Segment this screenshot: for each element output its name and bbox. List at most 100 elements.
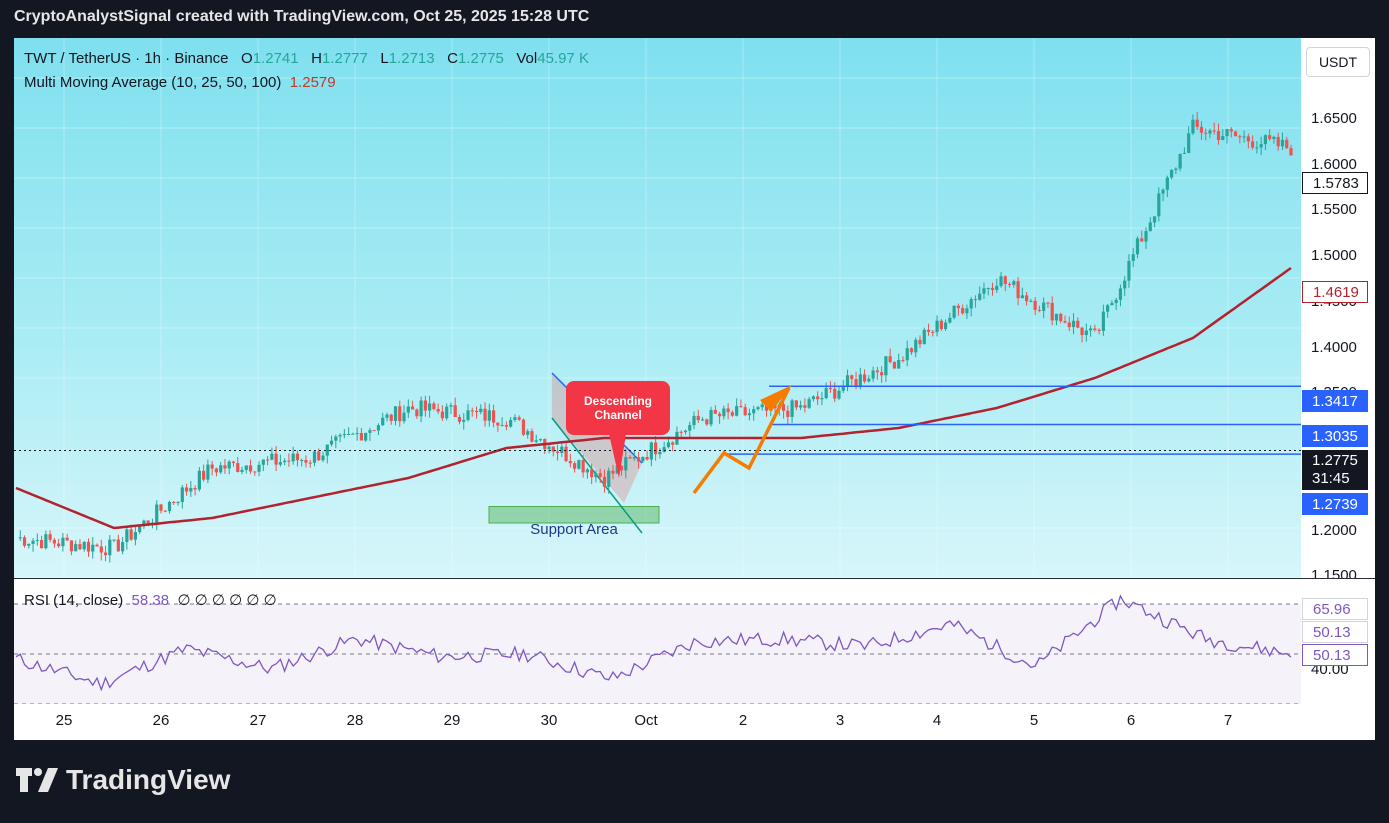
candle-body bbox=[538, 439, 543, 441]
candle-body bbox=[850, 375, 854, 380]
candle-body bbox=[1182, 152, 1186, 154]
candle-body bbox=[108, 539, 112, 556]
candle-body bbox=[717, 413, 722, 417]
candle-body bbox=[875, 370, 879, 373]
candle-body bbox=[1135, 238, 1140, 255]
support-area bbox=[488, 506, 660, 524]
candle-body bbox=[1003, 276, 1007, 285]
candle-body bbox=[654, 442, 658, 455]
candle-body bbox=[1110, 303, 1114, 306]
ma-legend[interactable]: Multi Moving Average (10, 25, 50, 100) 1… bbox=[24, 74, 336, 91]
candle-body bbox=[227, 461, 231, 469]
candle-body bbox=[764, 404, 769, 411]
candle-body bbox=[619, 465, 624, 471]
symbol-title[interactable]: TWT / TetherUS · 1h · Binance bbox=[24, 50, 229, 67]
candle-body bbox=[1161, 189, 1165, 194]
candle-body bbox=[321, 455, 325, 461]
callout-text: Descending bbox=[584, 394, 652, 408]
x-tick: 26 bbox=[152, 712, 170, 729]
candle-body bbox=[607, 470, 611, 487]
candle-body bbox=[364, 432, 368, 441]
rsi-extra: ∅ ∅ ∅ ∅ ∅ ∅ bbox=[177, 592, 277, 609]
candle-body bbox=[713, 409, 717, 414]
rsi-value: 58.38 bbox=[131, 592, 170, 609]
y-tick: 1.4000 bbox=[1311, 339, 1357, 356]
candle-body bbox=[419, 400, 423, 417]
candle-body bbox=[483, 408, 487, 421]
candle-body bbox=[585, 469, 590, 473]
candle-body bbox=[739, 406, 743, 408]
candle-body bbox=[862, 374, 867, 382]
candle-body bbox=[376, 425, 381, 431]
candle-body bbox=[573, 463, 577, 469]
candle-body bbox=[389, 414, 393, 421]
candle-body bbox=[880, 372, 884, 376]
candle-body bbox=[231, 461, 236, 464]
tradingview-logo[interactable]: TradingView bbox=[16, 764, 230, 796]
candle-body bbox=[1037, 309, 1042, 311]
candle-body bbox=[931, 331, 935, 333]
moving-average-line bbox=[15, 266, 1292, 530]
candle-body bbox=[304, 459, 308, 463]
pane-separator[interactable] bbox=[14, 578, 1375, 579]
candle-body bbox=[671, 442, 675, 445]
candle-body bbox=[828, 388, 833, 390]
time-axis[interactable]: 25 26 27 28 29 30 Oct 2 3 4 5 6 7 bbox=[14, 704, 1301, 740]
rsi-chart-svg[interactable] bbox=[14, 579, 1301, 704]
candle-body bbox=[368, 430, 372, 433]
candle-body bbox=[837, 390, 841, 399]
candle-body bbox=[202, 470, 206, 480]
tradingview-logo-icon bbox=[16, 768, 58, 792]
candle-body bbox=[969, 299, 973, 309]
high-value: 1.2777 bbox=[321, 50, 368, 67]
currency-button[interactable]: USDT bbox=[1306, 47, 1370, 77]
candle-body bbox=[1204, 132, 1208, 134]
candle-body bbox=[1221, 136, 1225, 140]
candle-body bbox=[935, 320, 939, 333]
candle-body bbox=[1251, 141, 1255, 148]
candle-body bbox=[943, 322, 948, 330]
rsi-pane[interactable]: RSI (14, close) 58.38 ∅ ∅ ∅ ∅ ∅ ∅ bbox=[14, 579, 1301, 704]
candle-body bbox=[534, 440, 538, 442]
candle-body bbox=[628, 457, 632, 459]
candle-body bbox=[636, 457, 641, 462]
chart-frame[interactable]: Descending Channel Support Area TWT / Teth… bbox=[14, 38, 1375, 740]
candle-body bbox=[74, 544, 78, 552]
high-label: H bbox=[311, 50, 322, 67]
candle-body bbox=[1084, 330, 1088, 336]
candle-body bbox=[112, 539, 116, 541]
x-tick: 28 bbox=[346, 712, 364, 729]
open-label: O bbox=[241, 50, 253, 67]
candle-body bbox=[555, 451, 560, 453]
candle-body bbox=[440, 411, 445, 419]
candle-body bbox=[888, 356, 892, 363]
candle-body bbox=[1216, 131, 1221, 140]
candle-body bbox=[1272, 136, 1276, 140]
candle-body bbox=[410, 406, 415, 410]
candle-body bbox=[1123, 280, 1127, 289]
candle-body bbox=[1059, 313, 1063, 322]
candle-body bbox=[78, 544, 82, 550]
candle-body bbox=[95, 544, 99, 547]
price-pane[interactable]: Descending Channel Support Area TWT / Teth… bbox=[14, 38, 1301, 578]
candle-body bbox=[176, 502, 180, 504]
candle-body bbox=[760, 404, 764, 408]
candle-body bbox=[1097, 329, 1101, 331]
candle-body bbox=[474, 410, 479, 413]
candle-body bbox=[1046, 302, 1050, 304]
callout-pointer bbox=[609, 434, 626, 478]
candle-body bbox=[1157, 193, 1161, 217]
candle-body bbox=[470, 410, 474, 412]
candle-body bbox=[1025, 295, 1029, 302]
candle-body bbox=[1152, 216, 1157, 223]
candle-body bbox=[683, 430, 688, 433]
support-area-label: Support Area bbox=[530, 521, 618, 538]
price-label-level2: 1.3035 bbox=[1302, 425, 1368, 447]
candle-body bbox=[432, 403, 436, 410]
rsi-label: RSI (14, close) bbox=[24, 592, 124, 609]
candle-body bbox=[1093, 328, 1097, 330]
candle-body bbox=[845, 375, 850, 387]
rsi-legend[interactable]: RSI (14, close) 58.38 ∅ ∅ ∅ ∅ ∅ ∅ bbox=[24, 591, 277, 609]
